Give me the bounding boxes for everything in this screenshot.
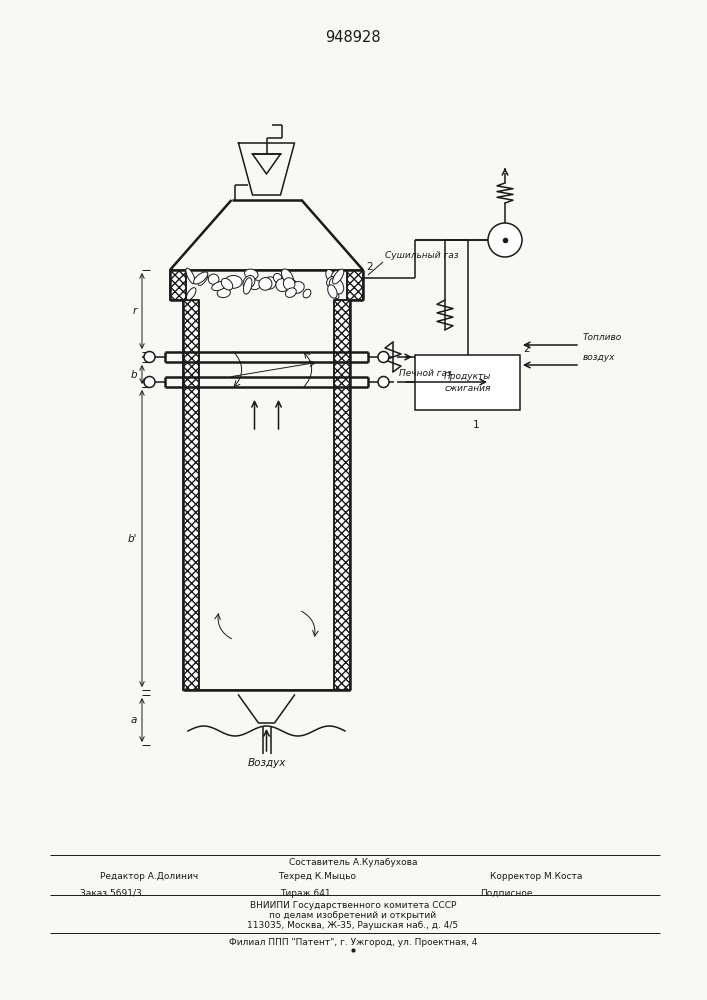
Text: Заказ 5691/3: Заказ 5691/3 (80, 889, 141, 898)
Ellipse shape (303, 289, 311, 298)
Circle shape (378, 352, 389, 362)
Text: Сушильный газ: Сушильный газ (385, 251, 459, 260)
Ellipse shape (286, 278, 299, 291)
Text: b': b' (127, 534, 137, 544)
Text: Филиал ППП "Патент", г. Ужгород, ул. Проектная, 4: Филиал ППП "Патент", г. Ужгород, ул. Про… (229, 938, 477, 947)
Text: воздух: воздух (583, 353, 616, 362)
Text: 2: 2 (523, 344, 530, 354)
Ellipse shape (259, 278, 272, 290)
Ellipse shape (245, 269, 258, 279)
Ellipse shape (330, 286, 339, 299)
Text: Топливо: Топливо (583, 333, 622, 342)
Ellipse shape (243, 278, 252, 294)
Ellipse shape (249, 280, 261, 290)
Ellipse shape (274, 273, 282, 282)
Ellipse shape (187, 288, 196, 300)
Ellipse shape (209, 274, 219, 284)
Text: Воздух: Воздух (247, 758, 286, 768)
Bar (347, 270, 363, 300)
Text: 2: 2 (366, 262, 373, 272)
Text: Составитель А.Кулабухова: Составитель А.Кулабухова (288, 858, 417, 867)
Text: Редактор А.Долинич: Редактор А.Долинич (100, 872, 198, 881)
Text: 1: 1 (472, 420, 479, 430)
Text: Подписное: Подписное (480, 889, 532, 898)
Ellipse shape (225, 275, 242, 288)
Text: ВНИИПИ Государственного комитета СССР: ВНИИПИ Государственного комитета СССР (250, 901, 456, 910)
Ellipse shape (217, 288, 230, 298)
Circle shape (144, 352, 155, 362)
Ellipse shape (327, 285, 337, 298)
Ellipse shape (329, 278, 344, 294)
Ellipse shape (243, 275, 255, 289)
Text: r: r (133, 306, 137, 316)
Circle shape (488, 223, 522, 257)
Ellipse shape (276, 279, 288, 292)
Ellipse shape (211, 281, 227, 291)
Circle shape (144, 376, 155, 387)
Text: 948928: 948928 (325, 30, 381, 45)
Bar (415, 355, 520, 410)
Text: a: a (131, 715, 137, 725)
Ellipse shape (194, 272, 208, 284)
Ellipse shape (198, 273, 208, 285)
Ellipse shape (281, 269, 293, 285)
Text: по делам изобретений и открытий: по делам изобретений и открытий (269, 911, 436, 920)
Text: Техред К.Мыцьо: Техред К.Мыцьо (278, 872, 356, 881)
Text: b: b (130, 369, 137, 379)
Ellipse shape (264, 277, 276, 289)
Ellipse shape (286, 288, 296, 297)
Ellipse shape (331, 271, 340, 287)
Ellipse shape (291, 282, 304, 293)
Ellipse shape (332, 269, 344, 284)
Ellipse shape (186, 268, 195, 284)
Text: Печной газ: Печной газ (399, 369, 452, 378)
Text: Продукты
сжигания: Продукты сжигания (444, 372, 491, 393)
Ellipse shape (284, 278, 295, 290)
Bar (334, 300, 350, 690)
Bar (183, 300, 199, 690)
Ellipse shape (326, 270, 335, 282)
Text: Корректор М.Коста: Корректор М.Коста (490, 872, 583, 881)
Text: 113035, Москва, Ж-35, Раушская наб., д. 4/5: 113035, Москва, Ж-35, Раушская наб., д. … (247, 921, 459, 930)
Text: Тираж 641: Тираж 641 (280, 889, 331, 898)
Ellipse shape (327, 276, 337, 287)
Bar (170, 270, 186, 300)
Circle shape (378, 376, 389, 387)
Ellipse shape (221, 278, 233, 290)
